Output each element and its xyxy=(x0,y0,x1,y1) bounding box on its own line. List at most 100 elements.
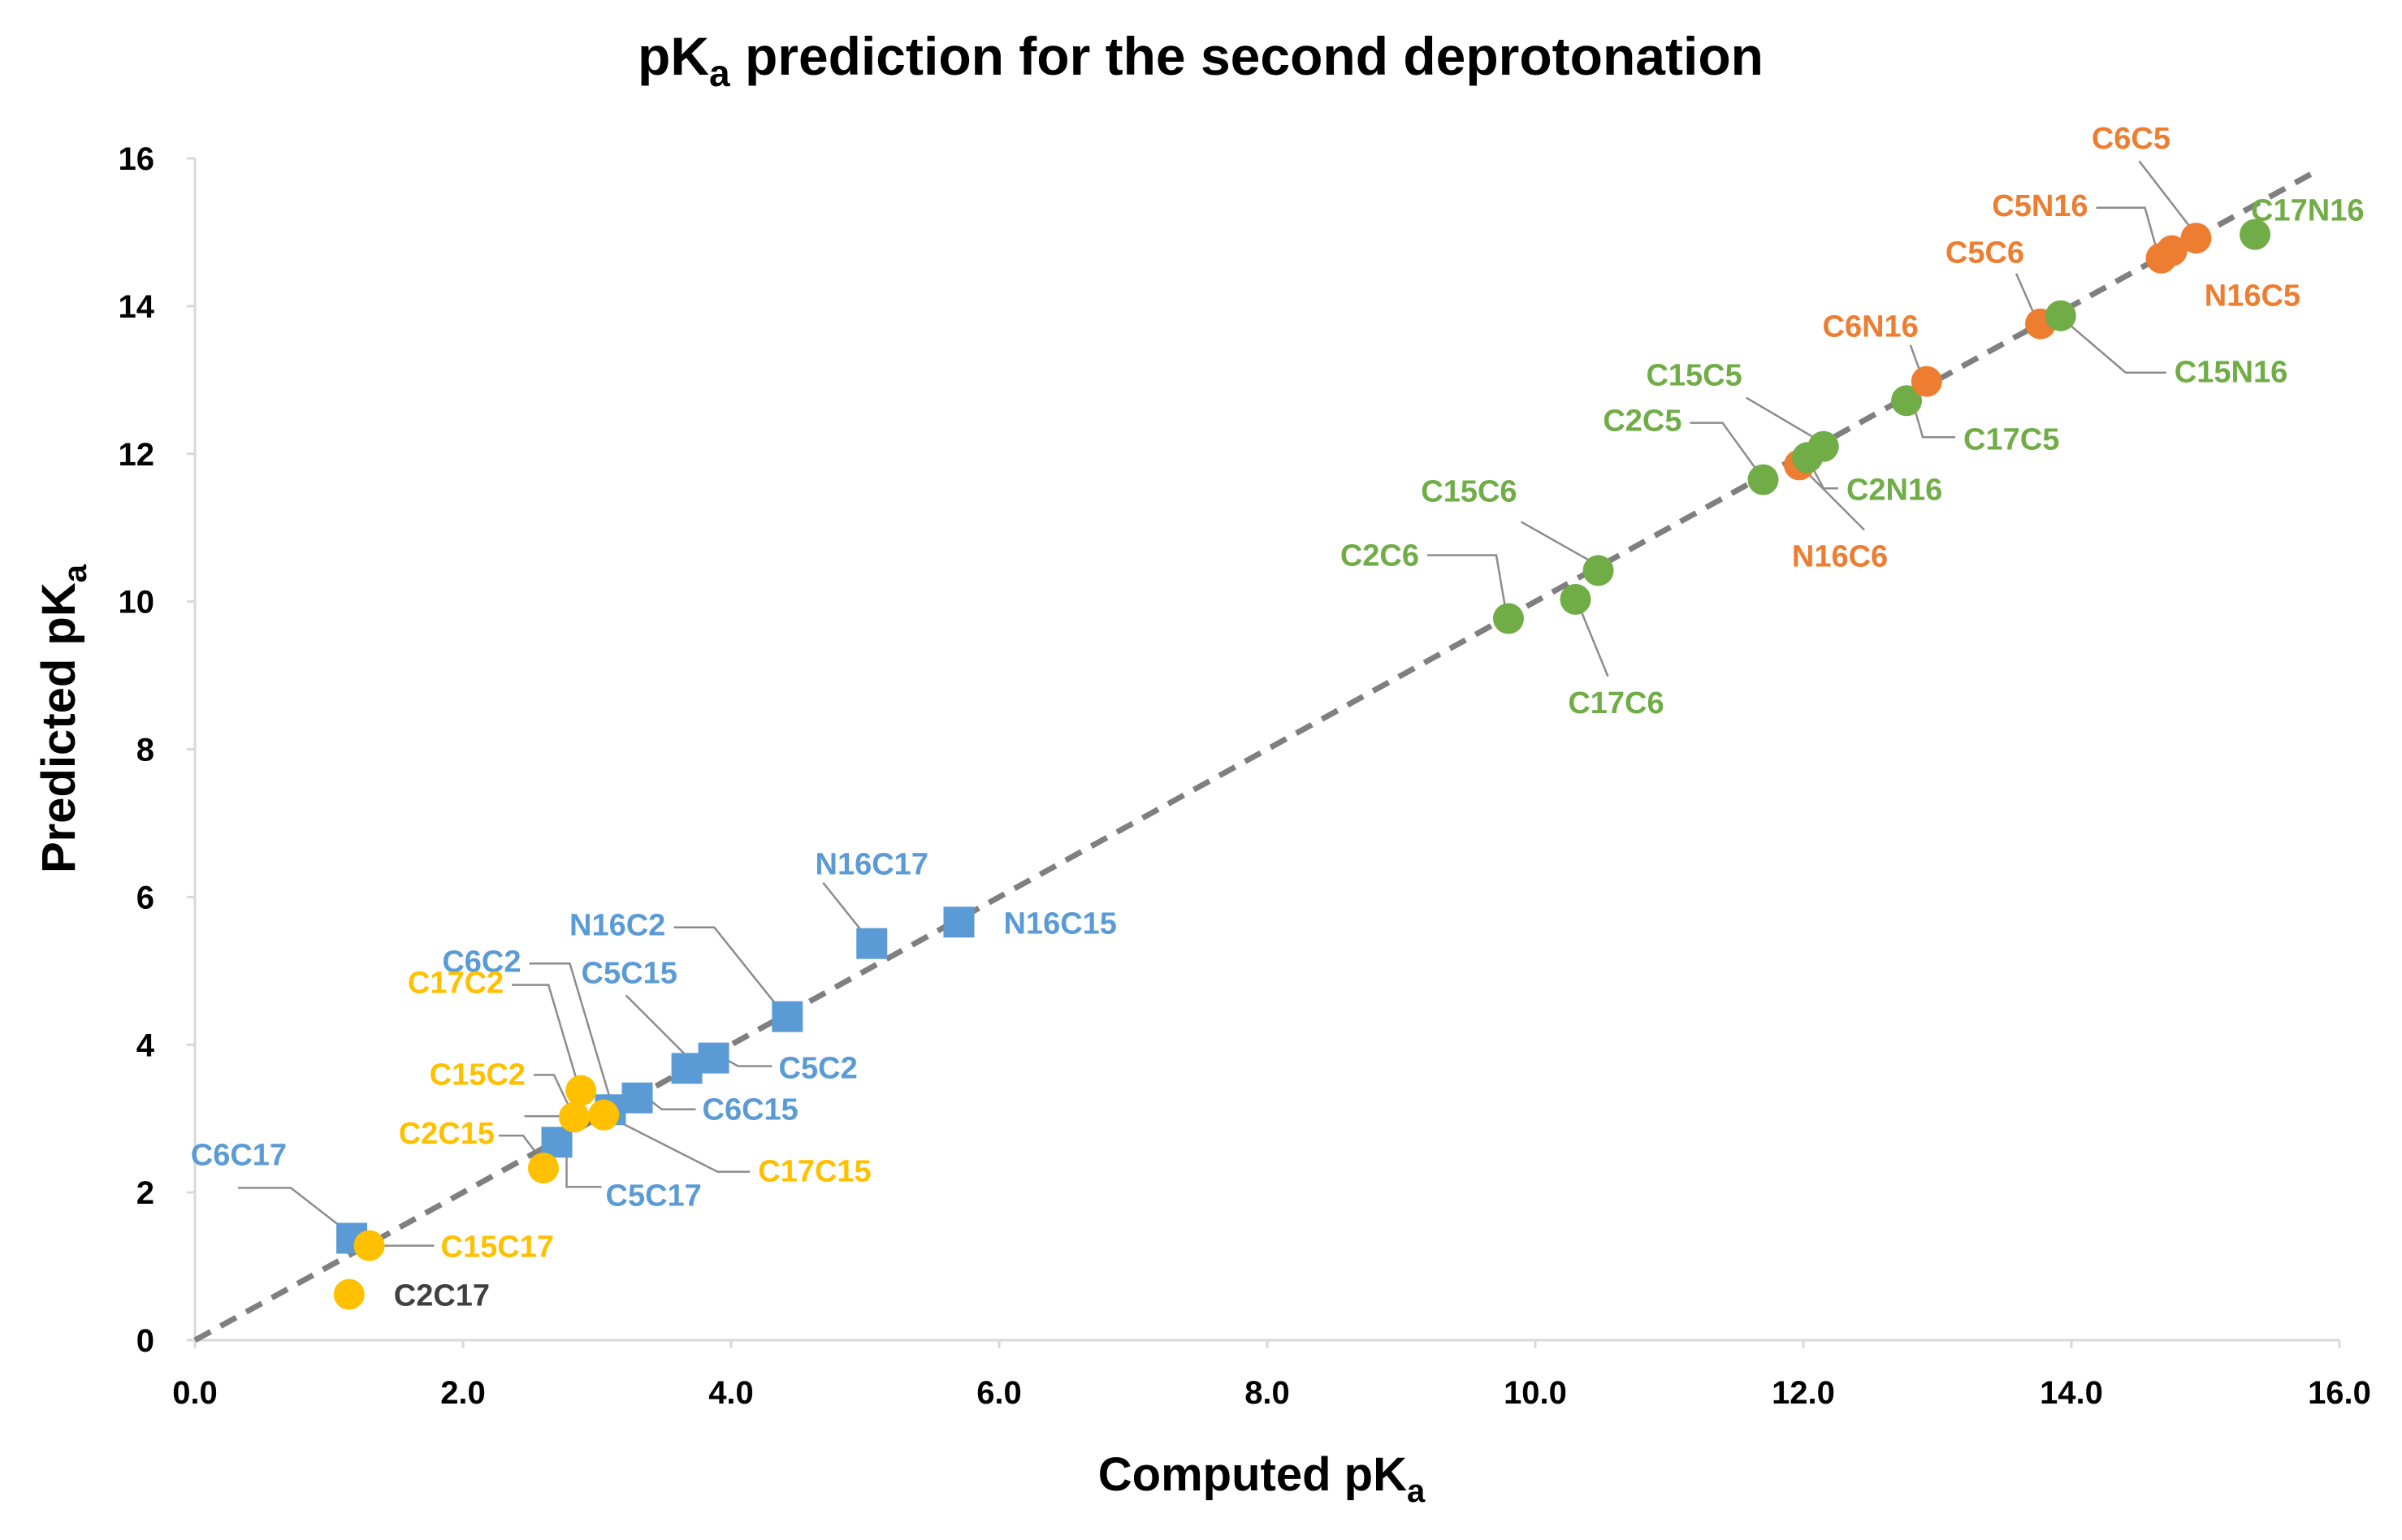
data-label-c5c2: C5C2 xyxy=(779,1052,858,1086)
leader-line-c5c6 xyxy=(2015,273,2036,315)
leader-line-c17c5 xyxy=(1913,408,1956,439)
leader-line-c2c6 xyxy=(1427,554,1507,608)
marker-c17c6 xyxy=(1560,583,1591,615)
data-label-c15c6: C15C6 xyxy=(1421,474,1517,508)
data-label-c2n16: C2N16 xyxy=(1846,473,1942,507)
marker-c2c6 xyxy=(1493,603,1524,634)
y-tick-label: 14 xyxy=(119,289,155,325)
marker-c2c5 xyxy=(1747,464,1779,495)
x-tick-label: 8.0 xyxy=(1244,1375,1290,1411)
marker-c6n16 xyxy=(1911,366,1942,397)
reference-line xyxy=(193,171,2314,1343)
y-axis-title: Predicted pKa xyxy=(32,564,93,873)
data-label-c17c15: C17C15 xyxy=(758,1155,871,1189)
data-label-n16c17: N16C17 xyxy=(816,848,928,882)
data-label-c17c6: C17C6 xyxy=(1568,686,1664,720)
leader-line-c5c2 xyxy=(722,1057,773,1067)
data-label-c2c15: C2C15 xyxy=(399,1117,495,1151)
data-label-n16c6: N16C6 xyxy=(1792,539,1888,573)
leader-line-c17c6 xyxy=(1579,608,1609,677)
leader-line-c6c17 xyxy=(238,1187,346,1231)
marker-c6c5 xyxy=(2180,223,2212,254)
data-label-c5n16: C5N16 xyxy=(1992,189,2088,223)
leader-line-n16c2 xyxy=(673,926,781,1010)
data-label-c15c5: C15C5 xyxy=(1646,359,1742,393)
y-tick-label: 10 xyxy=(119,585,155,621)
leader-line-n16c6 xyxy=(1805,470,1865,531)
marker-c6c15 xyxy=(621,1082,653,1114)
leader-line-n16c17 xyxy=(822,881,867,937)
data-markers xyxy=(333,218,2271,1310)
data-label-c5c15: C5C15 xyxy=(582,956,677,990)
marker-c15n16 xyxy=(2045,300,2076,331)
x-tick-label: 0.0 xyxy=(172,1375,218,1411)
marker-c15c6 xyxy=(1582,555,1614,586)
leader-line-c6c2 xyxy=(529,962,612,1101)
data-label-c15c2: C15C2 xyxy=(430,1058,526,1092)
data-label-c17n16: C17N16 xyxy=(2251,194,2364,228)
leader-line-c15n16 xyxy=(2069,324,2166,374)
axes: 0.0 2.0 4.0 6.0 8.0 10.0 12.0 14.0 16.0 0 2 4 6 8 10 12… xyxy=(119,141,2371,1411)
leader-line-c17c15 xyxy=(612,1118,751,1173)
y-tick-label: 8 xyxy=(136,733,154,768)
data-label-c15n16: C15N16 xyxy=(2175,356,2287,390)
data-label-c2c6: C2C6 xyxy=(1340,539,1419,573)
x-tick-label: 4.0 xyxy=(708,1375,754,1411)
y-tick-label: 12 xyxy=(119,437,155,473)
leader-line-c2c5 xyxy=(1690,422,1758,471)
y-tick-label: 4 xyxy=(136,1027,155,1063)
data-label-n16c15: N16C15 xyxy=(1004,906,1117,941)
marker-n16c5 xyxy=(2156,235,2188,266)
leader-line-c6c15 xyxy=(646,1097,696,1110)
marker-n16c15 xyxy=(943,906,975,938)
data-label-c2c17: C2C17 xyxy=(394,1279,490,1313)
chart-title: pKa prediction for the second deprotonat… xyxy=(638,26,1764,94)
leader-line-c17c2 xyxy=(512,984,578,1081)
x-tick-label: 10.0 xyxy=(1504,1375,1567,1411)
leader-line-c5n16 xyxy=(2096,206,2157,249)
data-labels: C6C17 C5C17 C6C2 C6C15 C5C15 C5C2 N16C2 N16C17 N… xyxy=(191,122,2365,1313)
data-label-c5c6: C5C6 xyxy=(1945,236,2024,270)
leader-line-c15c5 xyxy=(1746,396,1816,439)
x-tick-label: 12.0 xyxy=(1772,1375,1835,1411)
marker-n16c2 xyxy=(772,1001,803,1032)
data-label-c6c15: C6C15 xyxy=(703,1093,799,1127)
marker-c5c15 xyxy=(671,1053,703,1084)
leader-line-c15c2 xyxy=(533,1074,571,1108)
x-tick-label: 2.0 xyxy=(440,1375,486,1411)
marker-c15c2 xyxy=(558,1101,590,1133)
marker-n16c17 xyxy=(856,928,888,959)
x-tick-label: 16.0 xyxy=(2308,1375,2371,1411)
x-tick-label: 14.0 xyxy=(2040,1375,2103,1411)
leader-line-c2n16 xyxy=(1810,465,1838,490)
data-label-c6c2: C6C2 xyxy=(442,945,521,979)
leader-line-c6c5 xyxy=(2138,160,2192,229)
marker-c17c15 xyxy=(588,1099,620,1131)
y-tick-label: 0 xyxy=(136,1323,154,1359)
marker-c15c5 xyxy=(1807,430,1839,462)
reference-line-group xyxy=(193,171,2314,1343)
label-leader-lines xyxy=(238,160,2192,1247)
data-label-c6n16: C6N16 xyxy=(1823,310,1919,344)
marker-c17c5 xyxy=(1891,385,1923,417)
data-label-c15c17: C15C17 xyxy=(441,1231,554,1265)
data-label-c17c2: C17C2 xyxy=(408,967,504,1001)
data-label-c6c5: C6C5 xyxy=(2092,122,2170,156)
data-label-c6c17: C6C17 xyxy=(191,1139,287,1173)
data-label-c2c5: C2C5 xyxy=(1603,404,1681,439)
y-tick-label: 6 xyxy=(136,880,154,915)
data-label-n16c5: N16C5 xyxy=(2205,279,2300,314)
marker-c17n16 xyxy=(2240,218,2271,250)
marker-c15c17 xyxy=(353,1230,385,1261)
data-label-c5c17: C5C17 xyxy=(606,1179,702,1213)
x-axis-title: Computed pKa xyxy=(1098,1448,1426,1509)
y-tick-label: 16 xyxy=(119,141,155,177)
data-label-c17c5: C17C5 xyxy=(1963,422,2059,456)
marker-c5c17 xyxy=(541,1127,573,1158)
y-tick-label: 2 xyxy=(136,1175,154,1211)
marker-c5c2 xyxy=(698,1042,729,1074)
marker-c17c2 xyxy=(565,1075,597,1106)
data-label-n16c2: N16C2 xyxy=(569,909,665,943)
